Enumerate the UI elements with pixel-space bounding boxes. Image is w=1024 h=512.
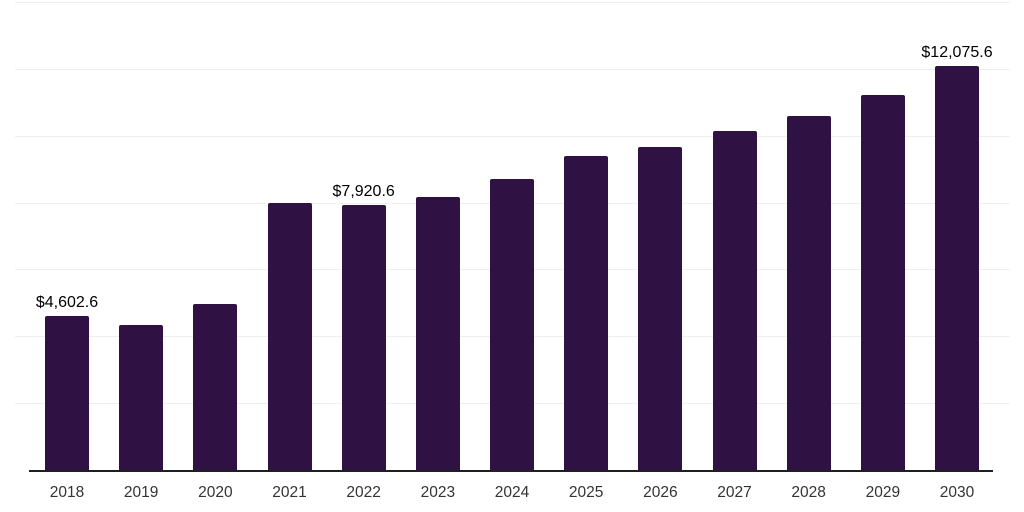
bar-2025[interactable] bbox=[564, 156, 609, 470]
bar-2028[interactable] bbox=[786, 116, 831, 470]
x-tick-label-2026: 2026 bbox=[643, 484, 678, 501]
x-axis-line bbox=[29, 470, 993, 472]
x-tick-label-2029: 2029 bbox=[865, 484, 901, 501]
x-tick-label-2023: 2023 bbox=[420, 484, 456, 501]
data-label-2018: $4,602.6 bbox=[35, 294, 99, 312]
bar-2021[interactable] bbox=[267, 202, 312, 470]
data-label-2030: $12,075.6 bbox=[921, 44, 993, 62]
x-tick-label-2027: 2027 bbox=[717, 484, 752, 501]
x-tick-label-2018: 2018 bbox=[49, 484, 85, 501]
x-tick-label-2030: 2030 bbox=[939, 484, 975, 501]
bar-2027[interactable] bbox=[712, 130, 757, 470]
bar-2020[interactable] bbox=[193, 303, 238, 470]
x-tick-label-2021: 2021 bbox=[272, 484, 307, 501]
bar-2023[interactable] bbox=[415, 197, 460, 470]
bar-2026[interactable] bbox=[638, 147, 683, 470]
gridline-14000 bbox=[15, 2, 1010, 3]
bar-2019[interactable] bbox=[119, 324, 164, 470]
bar-2029[interactable] bbox=[860, 95, 905, 470]
bar-2024[interactable] bbox=[490, 178, 534, 470]
x-tick-label-2022: 2022 bbox=[346, 484, 381, 501]
x-tick-label-2020: 2020 bbox=[198, 484, 233, 501]
bar-2030[interactable] bbox=[935, 66, 979, 470]
bar-2022[interactable] bbox=[341, 205, 386, 470]
x-tick-label-2019: 2019 bbox=[123, 484, 159, 501]
x-tick-label-2025: 2025 bbox=[568, 484, 604, 501]
data-label-2022: $7,920.6 bbox=[332, 183, 395, 201]
x-tick-label-2024: 2024 bbox=[494, 484, 530, 501]
x-tick-label-2028: 2028 bbox=[791, 484, 826, 501]
bar-2018[interactable] bbox=[45, 316, 89, 470]
gridline-10000 bbox=[15, 135, 1010, 137]
gridline-12000 bbox=[15, 68, 1010, 70]
